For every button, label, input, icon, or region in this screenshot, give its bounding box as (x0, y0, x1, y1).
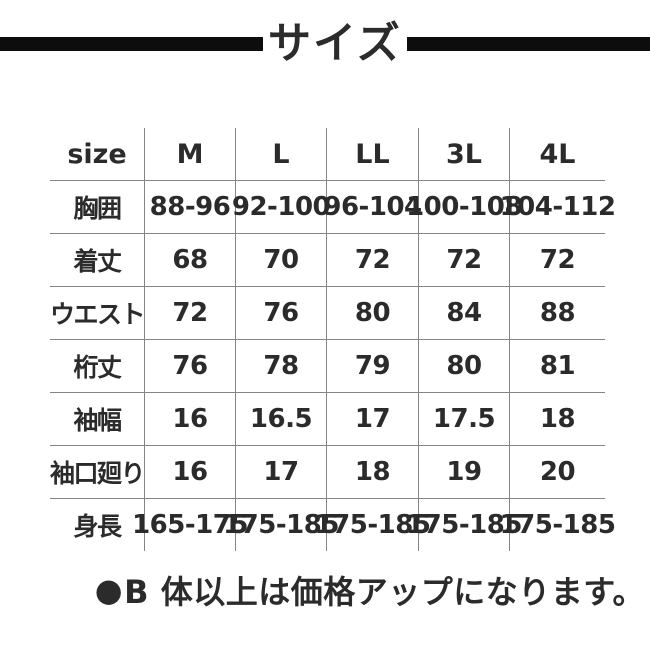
table-row-body-length: 着丈 68 70 72 72 72 (50, 234, 605, 287)
table-row-cuff: 袖口廻り 16 17 18 19 20 (50, 446, 605, 499)
size-value-cell: 68 (145, 234, 236, 286)
footer-note-text: B 体以上は価格アップになります。 (124, 573, 645, 611)
row-label: 袖幅 (50, 393, 145, 445)
size-value-cell: 81 (539, 351, 576, 381)
size-value-cell: 88-96 (145, 181, 236, 233)
header-cell-4l: 4L (539, 138, 576, 170)
table-row-chest: 胸囲 88-96 92-100 96-104 100-108 104-112 (50, 181, 616, 234)
table-row-waist: ウエスト 72 76 80 84 88 (50, 287, 605, 340)
size-value-cell: 18 (539, 404, 576, 434)
size-value-cell: 72 (539, 245, 576, 275)
size-value-cell: 18 (327, 446, 419, 498)
section-title-band: サイズ (0, 14, 650, 74)
size-value-cell: 16 (145, 446, 236, 498)
size-value-cell: 70 (236, 234, 327, 286)
table-row-sleeve-width: 袖幅 16 16.5 17 17.5 18 (50, 393, 605, 446)
footer-note: ● B 体以上は価格アップになります。 (95, 568, 645, 612)
size-value-cell: 20 (539, 457, 576, 487)
size-value-cell: 17 (236, 446, 327, 498)
size-value-cell: 16.5 (236, 393, 327, 445)
size-value-cell: 100-108 (406, 181, 522, 233)
row-label: 胸囲 (50, 181, 145, 233)
header-cell-l: L (236, 128, 327, 180)
row-label: ウエスト (50, 287, 146, 339)
header-cell-ll: LL (327, 128, 419, 180)
size-value-cell: 79 (327, 340, 419, 392)
size-value-cell: 104-112 (499, 192, 616, 222)
size-value-cell: 175-185 (499, 510, 616, 540)
bullet-icon: ● (94, 571, 124, 609)
table-header-row: size M L LL 3L 4L (50, 128, 605, 181)
size-value-cell: 80 (327, 287, 419, 339)
size-value-cell: 76 (145, 340, 236, 392)
size-value-cell: 96-104 (323, 181, 422, 233)
size-value-cell: 72 (327, 234, 419, 286)
page-title: サイズ (268, 18, 402, 69)
size-value-cell: 88 (539, 298, 576, 328)
size-value-cell: 17.5 (419, 393, 510, 445)
size-value-cell: 175-185 (223, 499, 339, 551)
header-cell-size: size (50, 128, 145, 180)
size-table: size M L LL 3L 4L 胸囲 88-96 92-100 96-104… (50, 128, 616, 551)
size-value-cell: 175-185 (315, 499, 431, 551)
size-value-cell: 76 (236, 287, 327, 339)
size-value-cell: 16 (145, 393, 236, 445)
header-cell-3l: 3L (419, 128, 510, 180)
table-row-height: 身長 165-175 175-185 175-185 175-185 175-1… (50, 499, 616, 551)
size-value-cell: 165-175 (132, 499, 248, 551)
size-value-cell: 78 (236, 340, 327, 392)
size-value-cell: 175-185 (406, 499, 522, 551)
size-value-cell: 72 (145, 287, 236, 339)
size-value-cell: 17 (327, 393, 419, 445)
size-value-cell: 72 (419, 234, 510, 286)
row-label: 桁丈 (50, 340, 145, 392)
row-label: 身長 (50, 499, 145, 551)
size-value-cell: 84 (419, 287, 510, 339)
header-cell-m: M (145, 128, 236, 180)
title-rule-right (406, 37, 650, 51)
title-rule-left (0, 37, 263, 51)
size-value-cell: 92-100 (232, 181, 331, 233)
size-value-cell: 19 (419, 446, 510, 498)
row-label: 袖口廻り (50, 446, 146, 498)
row-label: 着丈 (50, 234, 145, 286)
table-row-sleeve-length: 桁丈 76 78 79 80 81 (50, 340, 605, 393)
size-value-cell: 80 (419, 340, 510, 392)
